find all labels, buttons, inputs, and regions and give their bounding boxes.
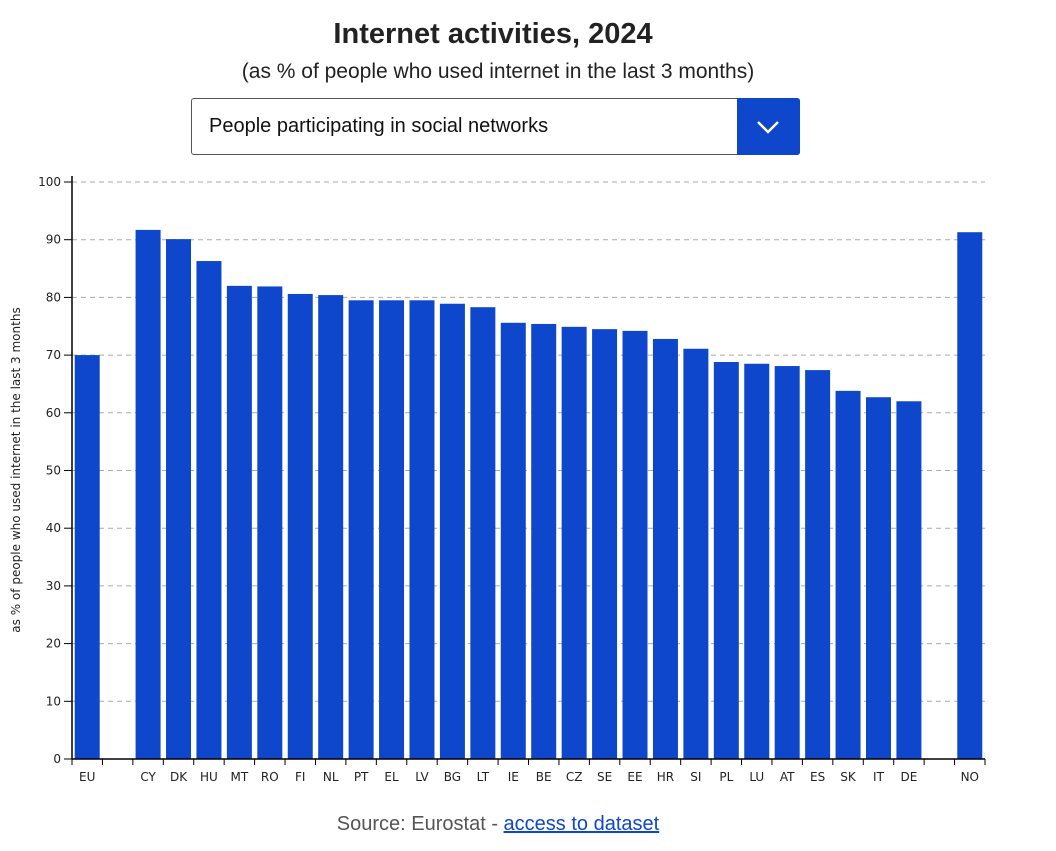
x-tick-label: LV (415, 770, 429, 784)
bar-sk (835, 390, 861, 759)
bar-chart: 0 10 20 30 40 50 60 70 80 90 100 EU CY DK HU MT RO FI NL PT… (9, 175, 986, 784)
bar-pt (348, 300, 374, 759)
dropdown-selected-value: People participating in social networks (209, 115, 549, 137)
source-prefix: Source: Eurostat - (336, 813, 504, 835)
bar-nl (318, 295, 344, 759)
x-tick-label: DK (170, 770, 188, 784)
bar-cz (561, 326, 587, 759)
bar-pl (713, 362, 739, 759)
source-note: Source: Eurostat - access to dataset (0, 813, 996, 836)
bar-ee (622, 330, 648, 759)
bar-lv (409, 300, 435, 759)
x-tick-label: DE (901, 770, 918, 784)
x-tick-label: AT (780, 770, 795, 784)
y-tick-label: 90 (46, 233, 61, 247)
x-tick-label: SK (840, 770, 857, 784)
bar-at (774, 366, 800, 759)
dropdown-toggle-button[interactable] (737, 98, 800, 155)
bar-it (865, 397, 891, 759)
bar-eu (74, 355, 100, 759)
x-tick-label: BE (536, 770, 552, 784)
bar-mt (226, 285, 252, 759)
x-tick-label: CY (140, 770, 156, 784)
bar-es (805, 370, 831, 759)
x-tick-label: EU (79, 770, 95, 784)
y-tick-label: 30 (46, 579, 61, 593)
bar-lt (470, 307, 496, 759)
x-tick-label: HR (657, 770, 674, 784)
y-tick-label: 50 (46, 464, 61, 478)
chevron-down-icon (757, 121, 779, 134)
bar-dk (166, 239, 192, 760)
bar-be (531, 323, 557, 759)
y-tick-label: 80 (46, 290, 61, 304)
dataset-link[interactable]: access to dataset (503, 813, 660, 835)
bar-cy (135, 229, 161, 760)
x-tick-label: SE (597, 770, 612, 784)
x-tick-label: FI (295, 770, 305, 784)
x-tick-label: PT (354, 770, 369, 784)
bar-no (957, 232, 983, 760)
y-axis-label: as % of people who used internet in the … (9, 307, 23, 632)
x-tick-label: SI (690, 770, 701, 784)
y-tick-label: 70 (46, 348, 61, 362)
chart-subtitle: (as % of people who used internet in the… (241, 60, 755, 83)
y-tick-label: 0 (53, 752, 61, 766)
indicator-dropdown[interactable]: People participating in social networks (191, 98, 800, 155)
bar-hr (652, 338, 678, 759)
bar-el (379, 300, 405, 759)
x-tick-label: LT (477, 770, 490, 784)
x-tick-label: NO (961, 770, 979, 784)
bar-lu (744, 363, 770, 759)
bar-si (683, 348, 709, 759)
y-tick-label: 10 (46, 694, 61, 708)
bar-bg (439, 303, 465, 759)
bar-fi (287, 293, 313, 759)
bar-hu (196, 261, 222, 759)
x-tick-label: NL (323, 770, 339, 784)
x-tick-label: CZ (566, 770, 583, 784)
x-tick-label: MT (231, 770, 249, 784)
x-tick-label: IT (873, 770, 885, 784)
y-tick-label: 20 (46, 637, 61, 651)
y-tick-label: 60 (46, 406, 61, 420)
bar-ie (500, 322, 526, 759)
x-tick-label: LU (749, 770, 764, 784)
x-tick-label: IE (508, 770, 519, 784)
x-tick-label: EL (384, 770, 399, 784)
y-tick-label: 40 (46, 521, 61, 535)
chart-title: Internet activities, 2024 (333, 18, 653, 50)
x-tick-label: BG (444, 770, 461, 784)
x-tick-label: ES (810, 770, 825, 784)
x-tick-label: PL (719, 770, 733, 784)
bar-se (592, 329, 618, 759)
y-tick-label: 100 (38, 175, 61, 189)
x-tick-label: EE (627, 770, 642, 784)
x-tick-label: RO (261, 770, 279, 784)
bar-de (896, 401, 922, 759)
x-tick-label: HU (200, 770, 218, 784)
bar-ro (257, 286, 283, 759)
